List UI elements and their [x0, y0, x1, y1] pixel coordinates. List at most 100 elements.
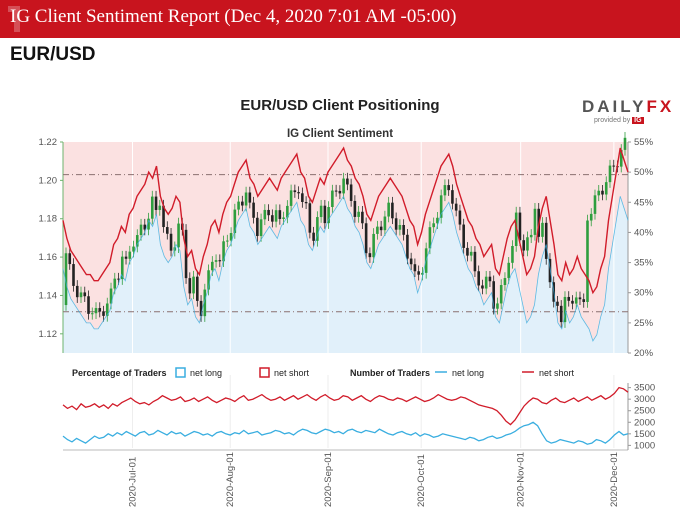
- price-candle: [541, 222, 544, 237]
- price-candle: [469, 251, 473, 256]
- logo-provided-by: provided by: [594, 117, 631, 124]
- price-candle: [544, 222, 548, 259]
- legend-short-label: net short: [274, 368, 310, 378]
- price-candle: [139, 224, 143, 236]
- price-candle: [233, 209, 237, 234]
- price-candle: [94, 308, 98, 314]
- left-tick-label: 1.20: [39, 175, 58, 186]
- price-candle: [589, 213, 593, 221]
- price-candle: [342, 178, 345, 194]
- left-tick-label: 1.14: [39, 290, 58, 301]
- right-tick-label: 35%: [634, 258, 654, 269]
- price-candle: [83, 292, 87, 297]
- x-tick-label: 2020-Sep-01: [323, 452, 334, 507]
- price-candle: [409, 258, 413, 265]
- sub-tick-label: 3000: [634, 394, 655, 405]
- price-candle: [612, 165, 616, 167]
- price-candle: [282, 217, 285, 219]
- price-candle: [421, 272, 424, 275]
- legend-num-short-label: net short: [539, 368, 575, 378]
- price-candle: [316, 217, 319, 241]
- price-candle: [526, 237, 529, 251]
- traders-long-line: [62, 421, 629, 445]
- price-candle: [597, 190, 601, 196]
- price-candle: [387, 202, 390, 217]
- price-candle: [271, 215, 274, 222]
- price-candle: [533, 208, 537, 235]
- price-candle: [154, 196, 158, 210]
- price-candle: [90, 313, 94, 315]
- x-tick-label: 2020-Dec-01: [609, 452, 620, 507]
- price-candle: [443, 185, 447, 196]
- price-candle: [252, 202, 255, 218]
- price-candle: [229, 233, 233, 241]
- price-candle: [518, 212, 522, 241]
- price-candle: [150, 196, 154, 219]
- report-banner: IG Client Sentiment Report (Dec 4, 2020 …: [0, 0, 680, 38]
- price-candle: [169, 233, 173, 251]
- right-tick-label: 50%: [634, 167, 654, 178]
- price-candle: [439, 195, 443, 218]
- chart-title: EUR/USD Client Positioning: [240, 97, 440, 114]
- price-candle: [98, 308, 102, 312]
- price-candle: [451, 190, 454, 204]
- price-candle: [286, 205, 289, 218]
- sub-tick-label: 1000: [634, 440, 655, 451]
- price-candle: [214, 260, 218, 262]
- price-candle: [331, 190, 334, 207]
- price-candle: [353, 200, 357, 217]
- price-candle: [394, 218, 398, 230]
- price-candle: [559, 305, 563, 323]
- price-candle: [488, 276, 492, 282]
- price-candle: [323, 205, 327, 224]
- price-candle: [349, 184, 353, 201]
- price-candle: [128, 251, 132, 259]
- price-candle: [207, 270, 210, 290]
- price-candle: [582, 299, 586, 302]
- price-candle: [218, 260, 222, 262]
- price-candle: [75, 285, 79, 298]
- price-candle: [571, 300, 574, 304]
- report-title: IG Client Sentiment Report (Dec 4, 2020 …: [10, 6, 457, 27]
- left-tick-label: 1.16: [39, 252, 58, 263]
- price-candle: [162, 205, 165, 228]
- ig-watermark-icon: [8, 6, 20, 32]
- right-tick-label: 20%: [634, 348, 654, 359]
- sub-tick-label: 1500: [634, 429, 655, 440]
- price-candle: [188, 278, 192, 294]
- price-candle: [259, 219, 263, 237]
- price-candle: [586, 220, 589, 302]
- price-candle: [143, 224, 147, 230]
- price-candle: [604, 182, 608, 195]
- currency-pair: EUR/USD: [10, 44, 96, 65]
- x-tick-label: 2020-Oct-01: [416, 454, 427, 507]
- x-tick-label: 2020-Nov-01: [516, 452, 527, 507]
- left-tick-label: 1.12: [39, 329, 58, 340]
- left-tick-label: 1.18: [39, 214, 58, 225]
- legend-pct-label: Percentage of Traders: [72, 368, 167, 378]
- price-candle: [237, 201, 240, 210]
- price-candle: [376, 226, 379, 234]
- price-candle: [522, 240, 526, 251]
- price-candle: [511, 246, 514, 263]
- price-candle: [274, 210, 278, 222]
- price-candle: [379, 226, 383, 231]
- price-candle: [135, 235, 139, 247]
- x-tick-label: 2020-Jul-01: [127, 457, 138, 507]
- x-tick-label: 2020-Aug-01: [225, 452, 236, 507]
- price-candle: [507, 262, 510, 279]
- price-candle: [601, 190, 604, 195]
- price-candle: [102, 311, 105, 316]
- price-candle: [383, 216, 387, 231]
- price-candle: [132, 246, 135, 252]
- price-candle: [406, 234, 409, 259]
- left-tick-label: 1.22: [39, 137, 58, 148]
- price-candle: [256, 217, 259, 237]
- price-candle: [319, 205, 323, 218]
- legend-short-box: [259, 367, 270, 378]
- price-candle: [432, 223, 435, 228]
- logo-brand-a: DAILY: [582, 97, 647, 116]
- price-candle: [327, 206, 330, 224]
- net-long-line: [62, 195, 629, 342]
